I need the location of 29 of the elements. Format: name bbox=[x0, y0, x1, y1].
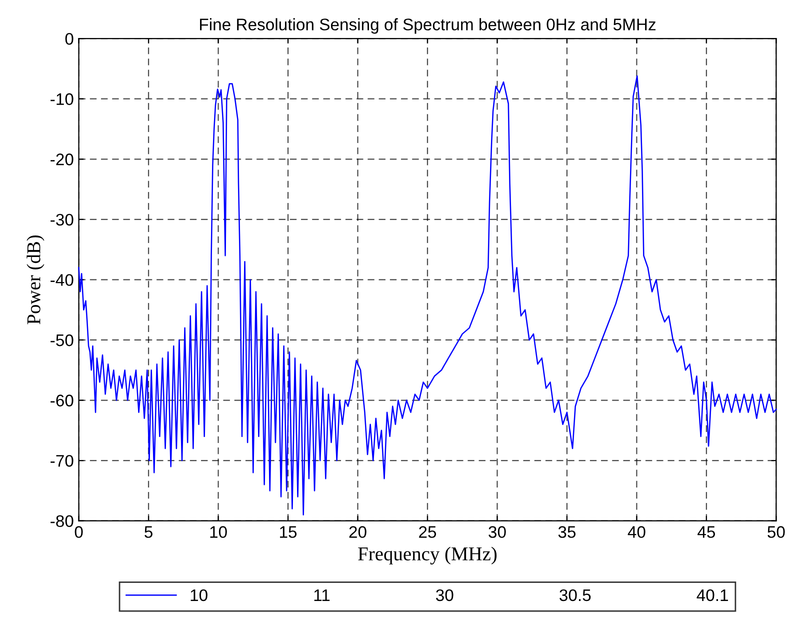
y-tick-label: -20 bbox=[50, 154, 74, 166]
y-tick-label: -30 bbox=[50, 214, 74, 226]
x-tick-label: 15 bbox=[280, 526, 297, 538]
x-tick-label: 50 bbox=[768, 526, 785, 538]
y-tick-label: -50 bbox=[50, 334, 74, 346]
x-axis-title: Frequency (MHz) bbox=[358, 546, 497, 564]
y-tick-label: -40 bbox=[50, 274, 74, 286]
x-tick-label: 10 bbox=[210, 526, 227, 538]
x-tick-label: 20 bbox=[349, 526, 366, 538]
y-tick-label: -60 bbox=[50, 394, 74, 406]
text: 30 bbox=[436, 589, 454, 602]
y-tick-label: 0 bbox=[65, 32, 74, 45]
text: 11 bbox=[314, 589, 330, 601]
text: 30.5 bbox=[560, 589, 591, 602]
y-axis-title: Power (dB) bbox=[26, 235, 44, 324]
y-tick-label: -70 bbox=[50, 454, 74, 467]
legend-label: 10 bbox=[190, 589, 208, 602]
y-tick-label: -10 bbox=[50, 93, 74, 106]
line-series bbox=[78, 75, 777, 516]
x-tick-label: 25 bbox=[419, 526, 436, 538]
x-tick-label: 35 bbox=[558, 526, 576, 538]
chart-title: Fine Resolution Sensing of Spectrum between 0Hz and 5MHz bbox=[200, 18, 656, 34]
text: 40.1 bbox=[696, 589, 728, 602]
x-tick-label: 30 bbox=[488, 526, 506, 538]
y-tick-label: -80 bbox=[50, 515, 74, 528]
x-tick-label: 45 bbox=[698, 526, 716, 538]
x-tick-label: 40 bbox=[628, 526, 646, 538]
x-tick-label: 0 bbox=[74, 526, 83, 538]
x-tick-label: 5 bbox=[144, 526, 152, 538]
